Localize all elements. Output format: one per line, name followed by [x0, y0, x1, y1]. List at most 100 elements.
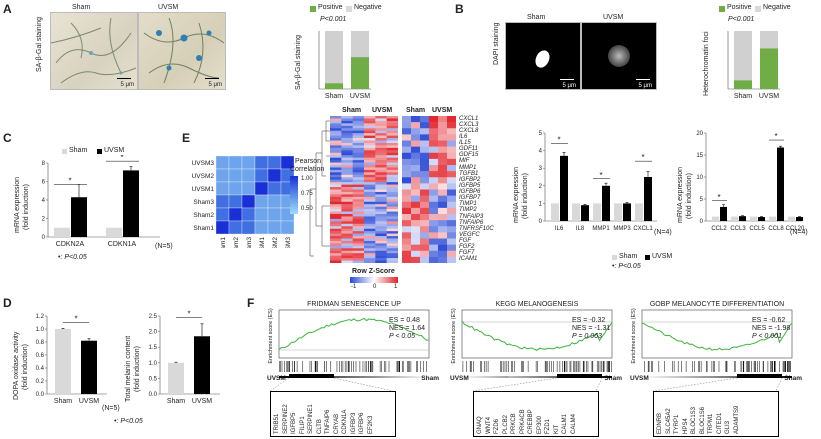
heat-cell: [341, 228, 353, 232]
heat-cell: [364, 253, 376, 256]
heat-cell: [330, 201, 342, 205]
heat-cell: [429, 165, 439, 172]
heat-cell: [352, 199, 365, 203]
heat-cell: [330, 160, 342, 163]
heat-cell: [352, 157, 365, 161]
heat-head-sham: Sham: [342, 107, 362, 114]
b-chart-ylabel: Heterochromatin foci: [703, 31, 710, 96]
heat-cell: [402, 195, 412, 203]
y-tick-label: 2.0: [149, 330, 158, 336]
heat-cell: [352, 135, 365, 139]
heat-cell: [364, 199, 376, 203]
heat-cell: [386, 260, 398, 263]
gsea-gene: CLTB: [316, 419, 323, 434]
heat-cell: [330, 179, 342, 183]
heat-cell: [330, 258, 342, 261]
heat-cell: [364, 130, 376, 134]
heat-cell: [330, 238, 342, 242]
heat-cell: [386, 147, 398, 151]
bar-negative-uvsm: [760, 31, 778, 49]
corr-row-uvsm2: UVSM2: [192, 173, 215, 180]
e2-legend-sham: Sham: [619, 253, 638, 260]
heat-cell: [429, 183, 439, 190]
gsea-3: GOBP MELANOCYTE DIFFERENTIATION ES = -0.6…: [628, 298, 803, 398]
gene-igfbp7: IGFBP7: [459, 195, 481, 202]
heat-cell: [364, 140, 376, 144]
gsea-gene: PLCB2: [502, 414, 509, 434]
gsea-2-gene-box: GNAQ WNT4 FZD6 PLCB2 PRKCB PRKACB CREBBP EP300 F…: [473, 391, 599, 437]
heat-cell: [402, 256, 412, 263]
heat-cell: [352, 138, 365, 141]
gsea-gene: PRKCB: [511, 413, 517, 434]
heat-cell: [341, 172, 353, 176]
heat-cell: [429, 146, 439, 154]
heat-cell: [447, 232, 456, 239]
heat-cell: [352, 204, 365, 207]
heat-cell: [364, 240, 376, 244]
heat-cell: [341, 152, 353, 156]
heat-cell: [352, 240, 365, 244]
heat-cell: [341, 231, 353, 234]
heat-cell: [352, 226, 365, 229]
heat-cell: [402, 232, 412, 239]
y-tick-label: 5: [539, 131, 543, 137]
heat-cell: [364, 238, 376, 242]
heat-cell: [330, 174, 342, 178]
heat-cell: [341, 258, 353, 261]
heat-cell: [402, 165, 412, 172]
heat-cell: [386, 118, 398, 122]
heat-cell: [364, 214, 376, 217]
gsea-es: ES = -0.32: [572, 317, 605, 324]
heat-cell: [429, 207, 439, 215]
heat-cell: [364, 128, 376, 131]
a-row-label: SA-β-Gal staining: [36, 17, 43, 72]
zoom-line: [652, 377, 738, 392]
bar-uvsm-ccl3: [739, 216, 746, 221]
heat-cell: [364, 245, 376, 249]
heat-cell: [341, 260, 353, 263]
heat-cell: [402, 220, 412, 227]
heat-cell: [364, 157, 376, 161]
heat-cell: [386, 226, 398, 229]
gsea-ylabel: Enrichment score (ES): [451, 308, 457, 363]
heat-cell: [352, 152, 365, 156]
heat-cell: [429, 171, 439, 178]
y-tick-label: 2: [539, 184, 543, 190]
e-left-bar-chart: 0 1 2 3 4 5 IL6 IL8 MMP1 MMP3 CXCL1 * * *: [539, 131, 657, 232]
heat-cell: [402, 128, 412, 135]
heat-cell: [438, 201, 448, 209]
heat-cell: [386, 130, 398, 134]
heat-cell: [341, 221, 353, 225]
bar-sham: [55, 329, 71, 394]
bar-uvsm-cdkn2a: [71, 197, 87, 237]
heat-cell: [352, 165, 365, 168]
a-legend-pos: Positive: [318, 4, 343, 11]
heat-cell: [386, 172, 398, 176]
plot-frame: [641, 309, 793, 359]
gene-gdf11: GDF11: [459, 146, 478, 153]
heat-cell: [375, 250, 387, 254]
bar-uvsm: [81, 340, 97, 394]
heat-cell: [386, 243, 398, 247]
heat-cell: [341, 140, 353, 144]
heat-cell: [352, 209, 365, 212]
heat-cell: [438, 207, 448, 215]
heat-cell: [330, 162, 342, 166]
heat-cell: [330, 120, 342, 124]
heat-cell: [447, 238, 456, 245]
heat-cell: [352, 120, 365, 124]
heat-cell: [402, 244, 412, 252]
bar-sham-ccl8: [769, 216, 776, 221]
heat-cell: [375, 204, 387, 207]
heat-cell: [402, 226, 412, 233]
b-nucleus-sham: [532, 48, 553, 70]
heat-cell: [411, 116, 421, 123]
corr-cell: [267, 194, 282, 209]
heat-cell: [352, 147, 365, 151]
y-tick-label: 0: [700, 219, 704, 225]
heat-cell: [364, 172, 376, 176]
heat-cell: [341, 116, 353, 119]
heat-cell: [352, 169, 365, 173]
heat-cell: [375, 162, 387, 166]
heat-cell: [364, 201, 376, 205]
